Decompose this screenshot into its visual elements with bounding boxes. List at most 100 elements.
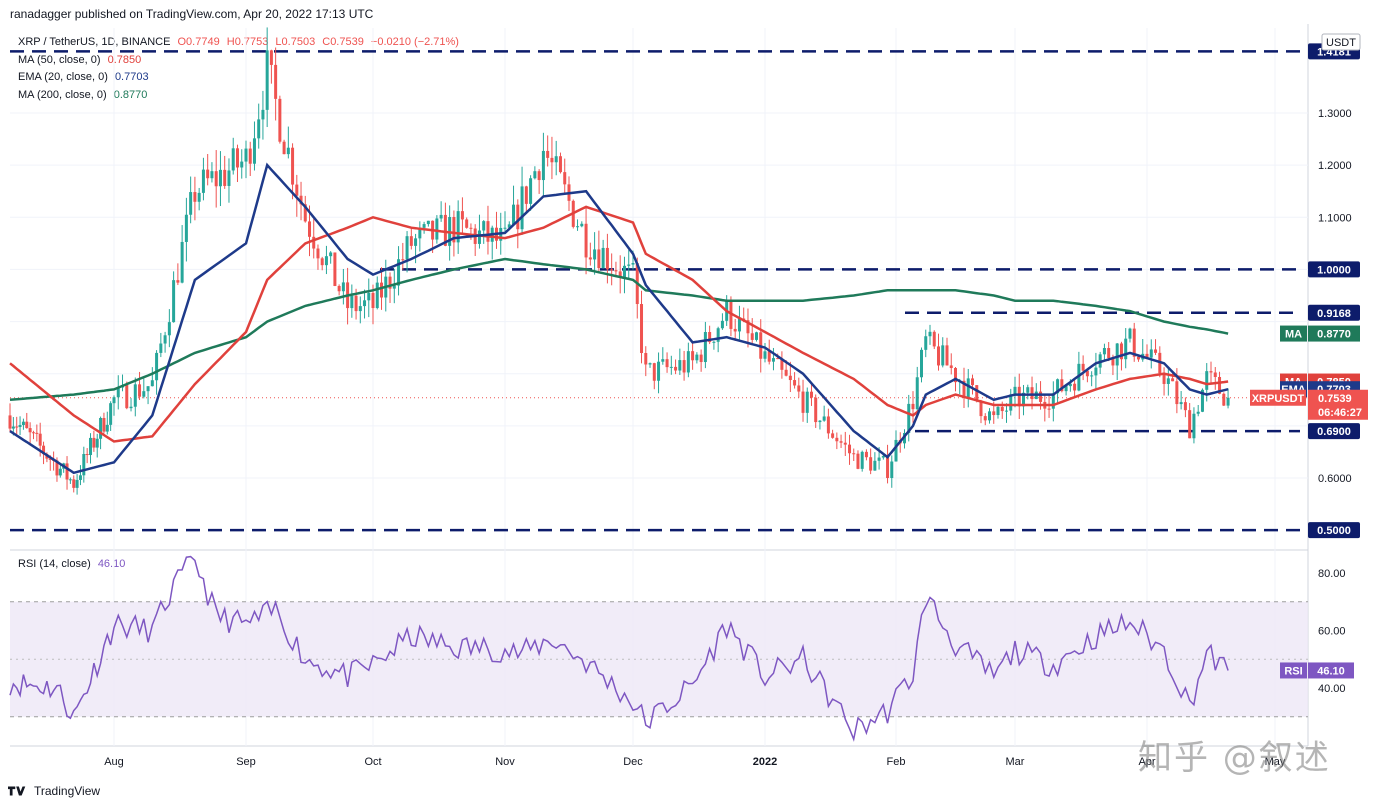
level-tag-0-5000 xyxy=(1308,522,1360,539)
price-axis-tick-label: 1.2000 xyxy=(1318,160,1352,172)
candle-body xyxy=(1068,383,1072,387)
candle-body xyxy=(1081,363,1085,371)
rsi-legend[interactable]: RSI (14, close) 46.10 xyxy=(18,558,125,570)
candle-body xyxy=(452,217,456,243)
candle-body xyxy=(252,138,256,164)
candle-body xyxy=(375,282,379,309)
candle-body xyxy=(1102,348,1106,355)
level-tag-0-6900 xyxy=(1308,423,1360,440)
rsi-axis-tick-label: 40.00 xyxy=(1318,683,1346,695)
rsi-value-tag xyxy=(1308,662,1354,679)
candle-body xyxy=(669,366,673,368)
tradingview-logo-icon xyxy=(8,786,26,796)
candle-body xyxy=(869,457,873,471)
candle-body xyxy=(1200,389,1204,412)
candle-body xyxy=(848,444,852,454)
candle-body xyxy=(206,169,210,179)
candle-body xyxy=(877,457,881,461)
candle-body xyxy=(469,227,473,229)
candle-body xyxy=(92,437,96,448)
candle-body xyxy=(1064,386,1068,392)
candle-body xyxy=(881,455,885,458)
candle-body xyxy=(962,380,966,398)
candle-body xyxy=(1060,379,1064,392)
candle-body xyxy=(550,157,554,163)
candle-body xyxy=(971,378,974,386)
candle-body xyxy=(295,184,299,196)
candle-body xyxy=(443,214,447,246)
candle-body xyxy=(291,147,295,185)
candle-body xyxy=(563,172,567,185)
rsi-name-tag-label: RSI xyxy=(1284,665,1302,677)
candle-body xyxy=(1039,391,1043,402)
candle-body xyxy=(529,178,533,204)
candle-body xyxy=(941,345,945,366)
legend-low: L0.7503 xyxy=(275,36,316,48)
candle-body xyxy=(1056,379,1060,394)
ma200-line[interactable] xyxy=(9,257,1229,402)
footer-brand[interactable]: TradingView xyxy=(8,784,100,798)
candle-body xyxy=(554,156,558,163)
candle-body xyxy=(618,271,622,278)
candle-body xyxy=(1205,371,1209,390)
candle-body xyxy=(716,328,720,342)
candle-body xyxy=(426,220,430,225)
candle-body xyxy=(507,224,511,228)
currency-tag[interactable] xyxy=(1321,33,1361,51)
legend-ma50-row[interactable]: MA (50, close, 0) 0.7850 xyxy=(18,52,459,70)
candle-body xyxy=(274,64,278,99)
candle-body xyxy=(733,328,737,332)
candle-body xyxy=(1171,378,1175,382)
candle-body xyxy=(610,269,614,271)
candle-body xyxy=(337,285,341,292)
candle-body xyxy=(1149,349,1153,358)
candle-body xyxy=(763,351,767,359)
rsi-line[interactable] xyxy=(9,555,1229,742)
candle-body xyxy=(85,454,89,456)
candle-body xyxy=(248,148,252,164)
currency-tag-label: USDT xyxy=(1326,37,1356,49)
candle-body xyxy=(928,331,932,337)
legend-ma50-value: 0.7850 xyxy=(107,53,142,66)
candle-body xyxy=(189,192,193,215)
candle-body xyxy=(397,259,401,286)
candle-body xyxy=(839,441,843,443)
price-axis-tick-label: 1.3000 xyxy=(1318,108,1352,120)
candle-body xyxy=(1013,386,1017,395)
candle-body xyxy=(1005,410,1008,412)
candle-body xyxy=(129,406,133,409)
level-tag-label: 0.6900 xyxy=(1317,426,1351,438)
legend-ma200-row[interactable]: MA (200, close, 0) 0.8770 xyxy=(18,87,459,105)
candle-body xyxy=(737,318,741,332)
candle-body xyxy=(584,223,588,258)
candle-body xyxy=(1107,348,1111,359)
legend-symbol[interactable]: XRP / TetherUS, 1D, BINANCE xyxy=(18,36,171,48)
candle-body xyxy=(218,169,222,187)
candle-body xyxy=(657,361,661,381)
candle-body xyxy=(843,442,847,445)
candle-body xyxy=(282,141,286,155)
candle-body xyxy=(214,171,218,187)
candle-body xyxy=(1222,393,1226,406)
level-tag-1-0000 xyxy=(1308,261,1360,278)
ma50-line[interactable] xyxy=(9,205,1229,443)
legend-ema20-row[interactable]: EMA (20, close, 0) 0.7703 xyxy=(18,69,459,87)
candle-body xyxy=(937,346,940,366)
candle-body xyxy=(1188,410,1192,439)
candle-body xyxy=(265,50,269,110)
candle-body xyxy=(418,227,422,239)
time-axis-tick-label: 2022 xyxy=(753,756,777,768)
candle-body xyxy=(1115,343,1119,366)
candle-body xyxy=(814,397,818,423)
candle-body xyxy=(380,282,384,298)
candle-body xyxy=(82,454,86,476)
candle-body xyxy=(193,192,197,202)
candle-body xyxy=(1162,373,1166,384)
candle-body xyxy=(720,320,724,329)
candle-body xyxy=(405,236,409,260)
rsi-name-tag xyxy=(1280,662,1307,679)
candle-body xyxy=(886,455,890,479)
legend-close: C0.7539 xyxy=(322,36,364,48)
ema20-line[interactable] xyxy=(9,162,1229,475)
